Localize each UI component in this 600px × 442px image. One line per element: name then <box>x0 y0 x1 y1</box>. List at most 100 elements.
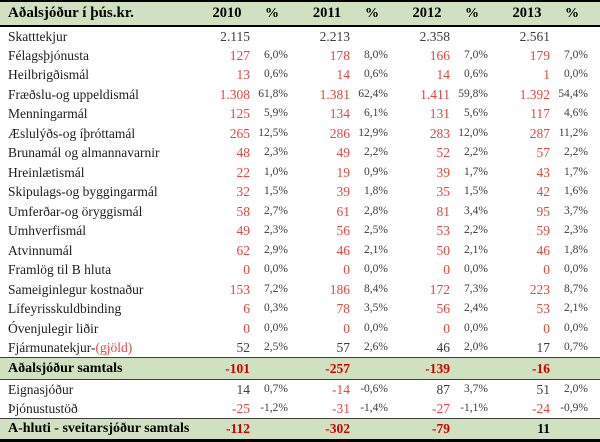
percent-cell: 0,0% <box>264 263 288 275</box>
percent-cell: 0,7% <box>264 382 288 395</box>
table-row: Skipulags-og byggingarmál 32 1,5% 39 1,8% 35 1… <box>0 182 600 202</box>
year-column-header-2013: 2013 <box>512 5 542 22</box>
table-header: Aðalsjóður í þús.kr. 2010 % 2011 % 2012 … <box>0 1 600 26</box>
amount-cell: -16 <box>532 360 550 376</box>
amount-cell: 2.213 <box>319 28 350 44</box>
percent-cell: 1,7% <box>564 165 588 178</box>
percent-cell: 5,6% <box>464 107 488 119</box>
total-row: A-hluti - sveitarsjóður samtals -112 -302 -… <box>0 418 600 441</box>
amount-cell: -25 <box>232 400 250 416</box>
amount-cell: 0 <box>343 262 350 277</box>
percent-cell: 3,5% <box>364 302 388 314</box>
amount-cell: 35 <box>436 184 451 199</box>
amount-cell: 178 <box>329 47 350 63</box>
percent-cell: 2,2% <box>564 146 588 158</box>
amount-cell: 78 <box>336 301 351 316</box>
amount-cell: 11 <box>537 421 550 437</box>
row-label: Heilbrigðismál <box>8 67 89 82</box>
percent-cell: 0,0% <box>564 321 588 334</box>
percent-cell: 0,0% <box>364 321 388 334</box>
percent-cell: -0,6% <box>360 382 388 395</box>
percent-cell: 3,4% <box>464 204 488 217</box>
row-label: Atvinnumál <box>8 242 73 258</box>
amount-cell: 39 <box>336 184 351 199</box>
percent-cell: 2,3% <box>564 224 588 236</box>
amount-cell: 127 <box>229 47 250 63</box>
amount-cell: -139 <box>425 360 450 376</box>
amount-cell: 14 <box>236 381 251 397</box>
year-column-header-2011: 2011 <box>312 5 342 22</box>
amount-cell: 1.392 <box>519 86 550 102</box>
row-label: Hreinlætismál <box>8 164 85 180</box>
percent-cell: 2,5% <box>364 224 388 236</box>
amount-cell: 0 <box>443 262 450 277</box>
amount-cell: 46 <box>436 339 451 355</box>
percent-cell <box>554 419 600 441</box>
table-row: Umferðar-og öryggismál 58 2,7% 61 2,8% 81 3,4%… <box>0 202 600 222</box>
amount-cell: 0 <box>443 320 450 336</box>
amount-cell: 39 <box>436 164 451 180</box>
amount-cell: -257 <box>325 360 350 376</box>
amount-cell: 32 <box>236 184 251 199</box>
percent-cell: 8,7% <box>564 282 588 295</box>
table-row: Eignasjóður 14 0,7% -14 -0,6% 87 3,7% 51 2,0% <box>0 380 600 400</box>
amount-cell: 42 <box>536 184 551 199</box>
percent-cell: 2,0% <box>564 382 588 395</box>
percent-cell: 12,0% <box>458 126 488 139</box>
amount-cell: 153 <box>229 281 250 297</box>
amount-cell: 1.381 <box>319 86 350 102</box>
percent-cell: 6,1% <box>364 107 388 119</box>
percent-cell <box>454 358 500 380</box>
percent-cell: 62,4% <box>358 87 388 100</box>
percent-cell: 0,0% <box>264 321 288 334</box>
amount-cell: 2.561 <box>519 28 550 44</box>
percent-cell: 61,8% <box>258 87 288 100</box>
amount-cell: 22 <box>236 164 251 180</box>
percent-cell: 0,0% <box>564 68 588 80</box>
year-column-header-2012: 2012 <box>412 5 442 22</box>
percent-cell: 0,0% <box>464 263 488 275</box>
percent-cell: 3,7% <box>564 204 588 217</box>
header-row: Aðalsjóður í þús.kr. 2010 % 2011 % 2012 … <box>0 1 600 26</box>
percent-cell: 12,9% <box>358 126 388 139</box>
percent-cell: -1,4% <box>360 401 388 414</box>
amount-cell: 46 <box>336 242 351 258</box>
percent-cell: 2,8% <box>364 204 388 217</box>
amount-cell: -27 <box>432 400 450 416</box>
percent-cell: 0,9% <box>364 165 388 178</box>
row-label: Menningarmál <box>8 106 88 121</box>
amount-cell: 87 <box>436 381 451 397</box>
amount-cell: 125 <box>229 106 250 121</box>
table-row: Atvinnumál 62 2,9% 46 2,1% 50 2,1% 46 1,8% <box>0 241 600 261</box>
row-label: Óvenjulegir liðir <box>8 320 99 336</box>
row-label: Framlög til B hluta <box>8 262 112 277</box>
amount-cell: 13 <box>236 67 251 82</box>
percent-cell: 0,3% <box>264 302 288 314</box>
row-label: Brunamál og almannavarnir <box>8 145 160 160</box>
amount-cell: 131 <box>429 106 450 121</box>
amount-cell: 172 <box>429 281 450 297</box>
percent-cell: 2,5% <box>264 340 288 353</box>
percent-cell: 1,5% <box>264 185 288 197</box>
amount-cell: 59 <box>536 223 551 238</box>
row-label: Æslulýðs-og íþróttamál <box>8 125 136 141</box>
percent-column-header: % <box>465 5 479 21</box>
amount-cell: 49 <box>336 145 351 160</box>
row-label: Lífeyrisskuldbinding <box>8 301 122 316</box>
percent-cell: 0,6% <box>264 68 288 80</box>
amount-cell: 0 <box>343 320 350 336</box>
amount-cell: 283 <box>429 125 450 141</box>
percent-cell: -1,1% <box>460 401 488 414</box>
percent-cell: 1,5% <box>464 185 488 197</box>
percent-cell: 0,7% <box>564 340 588 353</box>
percent-cell: 2,0% <box>464 340 488 353</box>
table-row: Brunamál og almannavarnir 48 2,3% 49 2,2% 52 2… <box>0 143 600 163</box>
percent-cell <box>254 358 300 380</box>
table-row: Menningarmál 125 5,9% 134 6,1% 131 5,6% 117 4,6% <box>0 104 600 124</box>
percent-cell <box>354 26 400 46</box>
percent-cell: 59,8% <box>458 87 488 100</box>
amount-cell: 1.308 <box>219 86 250 102</box>
row-label: Sameiginlegur kostnaður <box>8 281 144 297</box>
row-label: Umferðar-og öryggismál <box>8 203 143 219</box>
amount-cell: 56 <box>436 301 451 316</box>
